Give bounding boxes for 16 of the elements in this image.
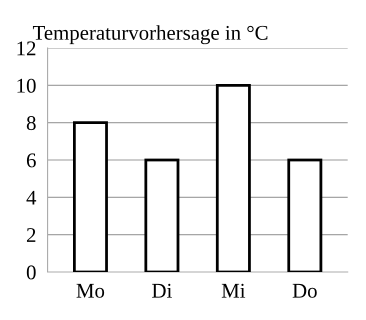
x-tick-label: Di xyxy=(152,284,172,298)
x-tick-label: Mo xyxy=(76,284,104,298)
y-tick-label: 2 xyxy=(26,228,36,242)
x-tick-label: Do xyxy=(292,284,317,298)
y-tick-label: 10 xyxy=(17,78,36,93)
y-tick-label: 4 xyxy=(26,190,36,205)
y-tick-label: 6 xyxy=(26,153,36,168)
y-tick-label: 0 xyxy=(26,265,36,280)
bar xyxy=(287,158,322,272)
x-tick-label: Mi xyxy=(222,284,246,298)
bar xyxy=(216,84,251,272)
bar xyxy=(72,121,108,272)
y-tick-label: 8 xyxy=(26,116,36,130)
y-tick-label: 12 xyxy=(17,41,36,56)
chart-title: Temperaturvorhersage in °C xyxy=(32,25,268,44)
bar xyxy=(144,158,180,272)
